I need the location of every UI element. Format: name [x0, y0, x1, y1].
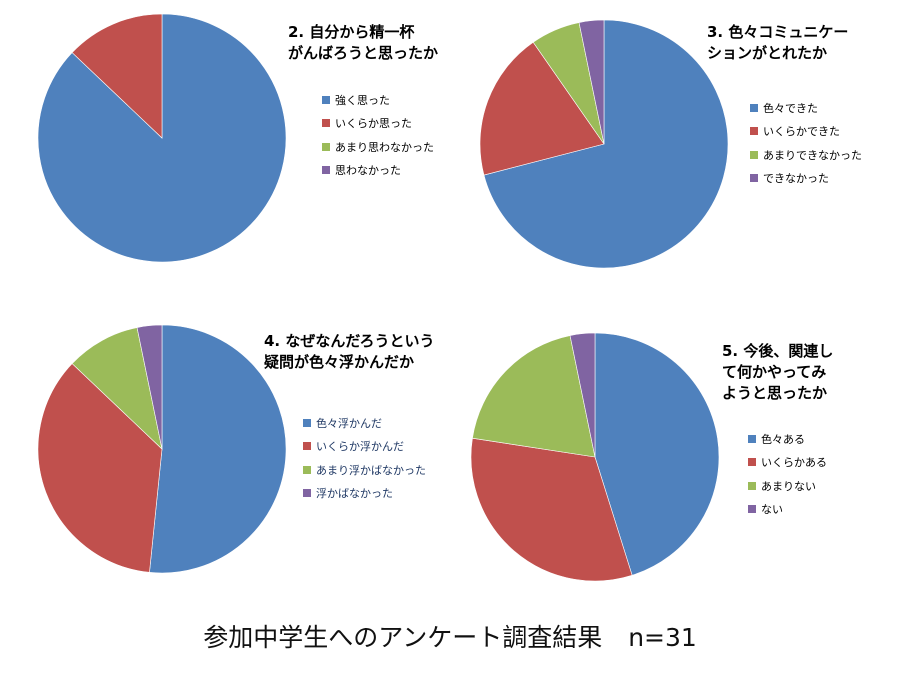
chart-title-2: 3. 色々コミュニケー ションがとれたか	[707, 22, 848, 64]
legend-label: 思わなかった	[335, 164, 401, 178]
pie-slice-blue	[594, 332, 720, 576]
caption-sample-size: n=31	[628, 623, 697, 652]
caption-main: 参加中学生へのアンケート調査結果	[203, 623, 603, 652]
legend-item: 浮かばなかった	[303, 482, 426, 506]
pie-chart-2	[479, 19, 729, 269]
pie-slice-green	[71, 327, 163, 450]
pie-slice-red	[479, 41, 605, 176]
legend-item: 思わなかった	[322, 159, 434, 183]
chart-title-3-line-2: 疑問が色々浮かんだか	[264, 353, 415, 371]
legend-item: いくらか思った	[322, 112, 434, 136]
legend-item: いくらかできた	[750, 120, 862, 144]
legend-swatch-blue	[750, 103, 758, 112]
chart-title-1: 2. 自分から精一杯 がんばろうと思ったか	[288, 22, 438, 64]
pie-slice-blue	[483, 19, 729, 269]
legend-label: あまりない	[761, 479, 816, 493]
legend-item: あまりできなかった	[750, 143, 862, 167]
pie-slice-purple	[578, 19, 605, 145]
legend-label: いくらかある	[761, 456, 827, 470]
chart-title-3: 4. なぜなんだろうという 疑問が色々浮かんだか	[264, 331, 434, 373]
legend-swatch-purple	[748, 505, 756, 514]
legend-label: あまり思わなかった	[335, 140, 434, 154]
pie-chart-4	[470, 332, 720, 582]
legend-swatch-red	[750, 127, 758, 136]
legend-swatch-blue	[322, 95, 330, 104]
chart-title-4-line-3: ようと思ったか	[722, 384, 828, 402]
page-caption: 参加中学生へのアンケート調査結果 n=31	[0, 618, 900, 654]
pie-chart-3	[37, 324, 287, 574]
pie-slice-blue	[149, 324, 287, 574]
legend-item: 強く思った	[322, 88, 434, 112]
pie-slice-red	[470, 437, 633, 582]
legend-swatch-red	[748, 458, 756, 467]
legend-item: いくらか浮かんだ	[303, 435, 426, 459]
legend-swatch-green	[303, 465, 311, 474]
legend-swatch-green	[748, 481, 756, 490]
legend-item: 色々できた	[750, 96, 862, 120]
legend-label: ない	[761, 503, 783, 517]
legend-label: いくらか浮かんだ	[316, 440, 404, 454]
chart-title-2-line-2: ションがとれたか	[707, 44, 828, 62]
legend-label: いくらかできた	[763, 125, 840, 139]
legend-label: あまりできなかった	[763, 148, 862, 162]
legend-item: 色々浮かんだ	[303, 411, 426, 435]
legend-swatch-green	[750, 150, 758, 159]
chart-title-1-line-2: がんばろうと思ったか	[288, 44, 439, 62]
chart-title-4-line-1: 5. 今後、関連し	[722, 342, 834, 360]
pie-slice-purple	[569, 332, 596, 458]
legend-3: 色々浮かんだ いくらか浮かんだ あまり浮かばなかった 浮かばなかった	[303, 411, 426, 505]
legend-item: 色々ある	[748, 427, 827, 451]
legend-item: あまり浮かばなかった	[303, 458, 426, 482]
legend-swatch-purple	[303, 489, 311, 498]
pie-slice-red	[71, 13, 163, 139]
legend-4: 色々ある いくらかある あまりない ない	[748, 427, 827, 521]
legend-label: あまり浮かばなかった	[316, 463, 426, 477]
legend-swatch-blue	[303, 418, 311, 427]
legend-label: 浮かばなかった	[316, 487, 393, 501]
legend-item: いくらかある	[748, 451, 827, 475]
legend-label: 色々できた	[763, 101, 818, 115]
legend-swatch-blue	[748, 434, 756, 443]
chart-title-3-line-1: 4. なぜなんだろうという	[264, 332, 435, 350]
pie-slice-green	[472, 335, 596, 458]
legend-label: できなかった	[763, 172, 829, 186]
legend-swatch-red	[303, 442, 311, 451]
legend-1: 強く思った いくらか思った あまり思わなかった 思わなかった	[322, 88, 434, 182]
legend-label: いくらか思った	[335, 117, 412, 131]
chart-title-4: 5. 今後、関連し て何かやってみ ようと思ったか	[722, 341, 833, 404]
legend-item: あまりない	[748, 474, 827, 498]
chart-title-4-line-2: て何かやってみ	[722, 363, 827, 381]
legend-item: ない	[748, 498, 827, 522]
legend-swatch-purple	[750, 174, 758, 183]
legend-item: あまり思わなかった	[322, 135, 434, 159]
legend-item: できなかった	[750, 167, 862, 191]
legend-2: 色々できた いくらかできた あまりできなかった できなかった	[750, 96, 862, 190]
chart-title-1-line-1: 2. 自分から精一杯	[288, 23, 415, 41]
legend-swatch-purple	[322, 166, 330, 175]
legend-label: 色々ある	[761, 432, 805, 446]
legend-label: 強く思った	[335, 93, 390, 107]
pie-slice-red	[37, 363, 163, 573]
legend-swatch-green	[322, 142, 330, 151]
pie-slice-purple	[136, 324, 163, 450]
legend-swatch-red	[322, 119, 330, 128]
chart-title-2-line-1: 3. 色々コミュニケー	[707, 23, 849, 41]
legend-label: 色々浮かんだ	[316, 416, 382, 430]
pie-chart-1	[37, 13, 287, 263]
